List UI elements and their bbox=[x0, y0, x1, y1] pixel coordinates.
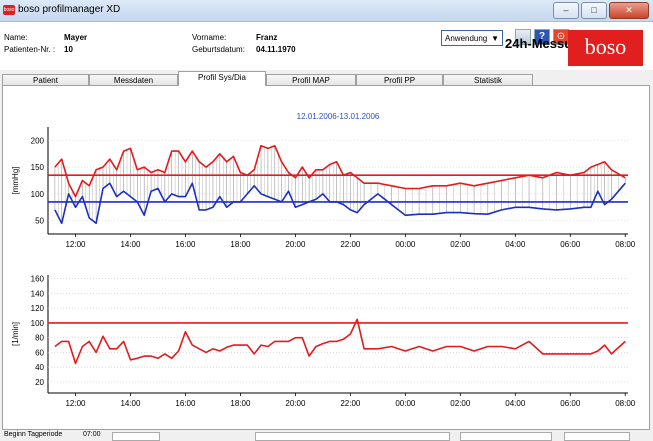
diastolic-series-line bbox=[54, 182, 626, 225]
dob-label: Geburtsdatum: bbox=[192, 45, 245, 54]
x-tick-label: 14:00 bbox=[120, 240, 141, 249]
y-tick-label: 140 bbox=[31, 289, 45, 298]
tab-patient[interactable]: Patient bbox=[2, 74, 89, 86]
x-tick-label: 22:00 bbox=[340, 399, 361, 408]
x-tick-label: 18:00 bbox=[230, 399, 251, 408]
window-titlebar[interactable]: boso boso profilmanager XD – □ ✕ bbox=[0, 0, 653, 22]
patient-name: Mayer bbox=[64, 33, 88, 42]
tab-profil-map[interactable]: Profil MAP bbox=[266, 74, 356, 86]
x-tick-label: 04:00 bbox=[505, 399, 526, 408]
footer-field-1[interactable] bbox=[255, 432, 450, 441]
boso-logo: boso bbox=[568, 30, 643, 66]
x-tick-label: 20:00 bbox=[285, 240, 306, 249]
y-tick-label: 160 bbox=[31, 275, 45, 284]
tab-messdaten[interactable]: Messdaten bbox=[89, 74, 178, 86]
footer-bar: Beginn Tagperiode 07:00 bbox=[0, 430, 653, 441]
y-tick-label: 120 bbox=[31, 304, 45, 313]
x-tick-label: 22:00 bbox=[340, 240, 361, 249]
firstname-label: Vorname: bbox=[192, 33, 227, 42]
print-icon[interactable] bbox=[515, 29, 531, 45]
patient-dob: 04.11.1970 bbox=[256, 45, 296, 54]
minimize-button[interactable]: – bbox=[553, 2, 579, 19]
y-tick-label: 60 bbox=[35, 348, 44, 357]
x-tick-label: 12:00 bbox=[65, 399, 86, 408]
patient-number-label: Patienten-Nr. : bbox=[4, 45, 56, 54]
y-tick-label: 150 bbox=[31, 163, 45, 172]
patient-number: 10 bbox=[64, 45, 73, 54]
mode-title: 24h-Messung bbox=[505, 36, 589, 51]
x-tick-label: 06:00 bbox=[560, 399, 581, 408]
day-period-value: 07:00 bbox=[83, 431, 101, 438]
chart-title: 12.01.2006-13.01.2006 bbox=[297, 112, 380, 121]
x-tick-label: 00:00 bbox=[395, 240, 416, 249]
tab-statistik[interactable]: Statistik bbox=[443, 74, 533, 86]
pulse-chart: 20 40 60 80 100 120 140 160 12:00 14:00 16:00 18:00… bbox=[11, 275, 636, 408]
x-tick-label: 08:00 bbox=[615, 240, 636, 249]
x-tick-label: 06:00 bbox=[560, 240, 581, 249]
x-tick-label: 02:00 bbox=[450, 240, 471, 249]
pulse-series-line bbox=[54, 318, 626, 365]
x-tick-label: 16:00 bbox=[175, 240, 196, 249]
y-tick-label: 200 bbox=[31, 136, 45, 145]
application-select[interactable]: Anwendung ▼ bbox=[441, 30, 503, 46]
app-logo-icon: boso bbox=[3, 5, 15, 15]
close-button[interactable]: ✕ bbox=[609, 2, 649, 19]
x-tick-label: 16:00 bbox=[175, 399, 196, 408]
y-tick-label: 100 bbox=[31, 190, 45, 199]
footer-field-2[interactable] bbox=[460, 432, 552, 441]
application-select-value: Anwendung bbox=[445, 34, 488, 43]
x-tick-label: 12:00 bbox=[65, 240, 86, 249]
y-axis-label: [1/min] bbox=[11, 322, 20, 346]
patient-firstname: Franz bbox=[256, 33, 278, 42]
exit-icon[interactable]: ⊙ bbox=[553, 29, 569, 45]
x-tick-label: 18:00 bbox=[230, 240, 251, 249]
x-tick-label: 20:00 bbox=[285, 399, 306, 408]
bp-chart: 50 100 150 200 12:00 14:00 16:00 18:00 20:00 22:0… bbox=[11, 112, 636, 249]
x-tick-label: 02:00 bbox=[450, 399, 471, 408]
chevron-down-icon: ▼ bbox=[491, 34, 499, 43]
y-tick-label: 80 bbox=[35, 334, 44, 343]
help-icon[interactable]: ? bbox=[534, 29, 550, 45]
footer-button-2[interactable] bbox=[564, 432, 630, 441]
name-label: Name: bbox=[4, 33, 28, 42]
tab-profil-pp[interactable]: Profil PP bbox=[356, 74, 443, 86]
footer-button-1[interactable] bbox=[112, 432, 160, 441]
y-axis-label: [mmHg] bbox=[11, 167, 20, 195]
x-tick-label: 04:00 bbox=[505, 240, 526, 249]
y-tick-label: 40 bbox=[35, 363, 44, 372]
y-tick-label: 20 bbox=[35, 378, 44, 387]
day-period-label: Beginn Tagperiode bbox=[4, 431, 63, 438]
tab-profil-sys-dia[interactable]: Profil Sys/Dia bbox=[178, 71, 266, 86]
maximize-button[interactable]: □ bbox=[581, 2, 607, 19]
window-title: boso profilmanager XD bbox=[18, 4, 121, 15]
systolic-series-line bbox=[54, 144, 626, 198]
profile-charts: 50 100 150 200 12:00 14:00 16:00 18:00 20:00 22:0… bbox=[11, 112, 636, 408]
profile-panel: 50 100 150 200 12:00 14:00 16:00 18:00 20:00 22:0… bbox=[2, 85, 650, 430]
x-tick-label: 08:00 bbox=[615, 399, 636, 408]
x-tick-label: 14:00 bbox=[120, 399, 141, 408]
x-tick-label: 00:00 bbox=[395, 399, 416, 408]
tab-bar: Patient Messdaten Profil Sys/Dia Profil … bbox=[0, 71, 653, 86]
y-tick-label: 100 bbox=[31, 319, 45, 328]
y-tick-label: 50 bbox=[35, 217, 44, 226]
